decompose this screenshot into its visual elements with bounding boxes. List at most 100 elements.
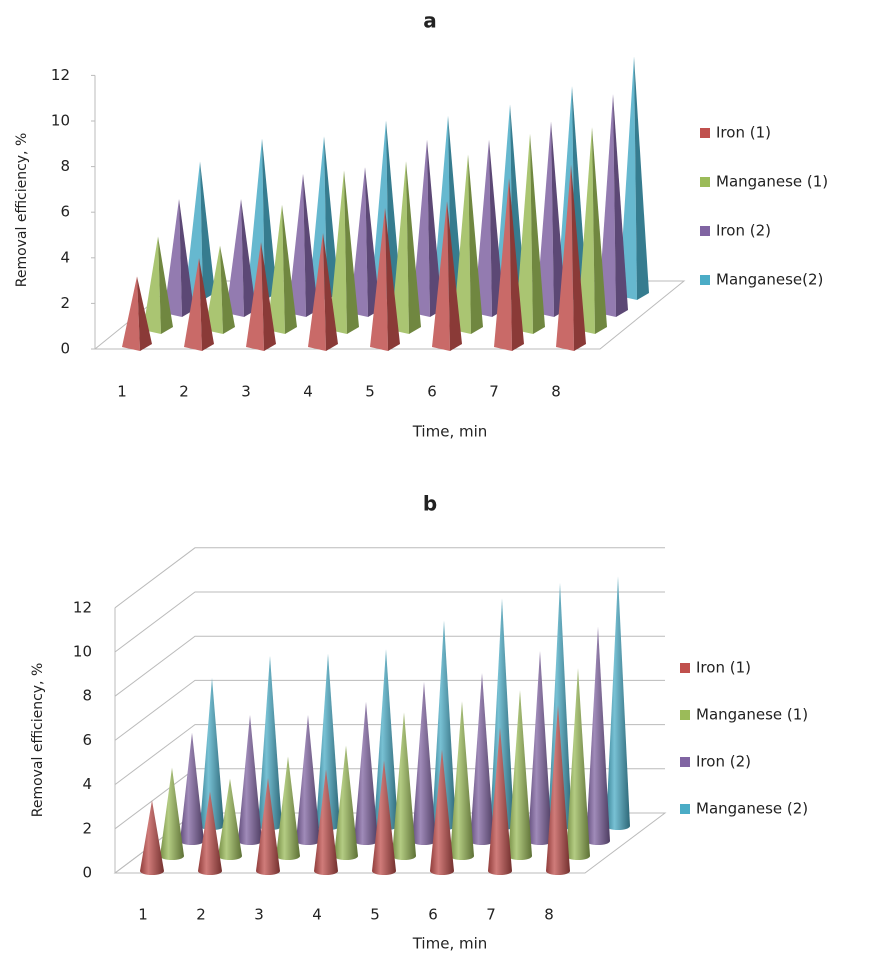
cone	[374, 649, 398, 830]
y-tick-label: 0	[82, 864, 92, 882]
pyramid-face	[474, 139, 492, 317]
pyramid-face	[536, 121, 554, 317]
cone	[432, 620, 456, 830]
x-tick-label: 3	[254, 906, 264, 924]
pyramid-face	[220, 245, 235, 334]
pyramid-face	[447, 201, 462, 351]
pyramid-face	[489, 139, 504, 317]
legend-swatch	[700, 275, 710, 285]
pyramid-face	[324, 136, 339, 300]
pyramid-face	[199, 258, 214, 351]
x-tick-label: 7	[489, 383, 499, 401]
pyramid-face	[329, 170, 347, 334]
legend-swatch	[700, 226, 710, 236]
y-tick-label: 6	[82, 731, 92, 749]
pyramid-face	[158, 236, 173, 334]
x-tick-label: 7	[486, 906, 496, 924]
legend-swatch	[700, 128, 710, 138]
grid-line	[114, 591, 665, 653]
y-tick-label: 0	[60, 340, 70, 358]
pyramid-face	[241, 199, 256, 317]
pyramid-face	[571, 164, 586, 351]
cone	[490, 598, 514, 830]
cone	[198, 791, 222, 875]
cone	[276, 756, 300, 860]
x-tick-label: 8	[544, 906, 554, 924]
pyramid-face	[598, 94, 616, 318]
x-tick-label: 6	[427, 383, 437, 401]
cone	[160, 767, 184, 860]
cone	[218, 778, 242, 860]
legend-label: Manganese (1)	[696, 706, 808, 724]
pyramid-face	[453, 154, 471, 334]
legend-label: Iron (1)	[716, 124, 771, 142]
grid-line	[114, 635, 665, 697]
chart-title: b	[423, 492, 437, 516]
y-tick-label: 8	[60, 157, 70, 175]
legend-swatch	[680, 663, 690, 673]
cone	[606, 576, 630, 830]
chart-title: a	[423, 9, 437, 33]
y-tick-label: 4	[82, 775, 92, 793]
legend-label: Iron (1)	[696, 659, 751, 677]
chart: a Time, min Removal efficiency, % 0 2 4 6 8 10 12…	[14, 9, 828, 441]
x-tick-label: 2	[196, 906, 206, 924]
pyramid-face	[143, 236, 161, 334]
pyramid-face	[179, 199, 194, 317]
pyramid-face	[323, 233, 338, 351]
pyramid-face	[530, 133, 545, 334]
pyramid-face	[515, 133, 533, 334]
cone	[256, 778, 280, 875]
pyramid-face	[200, 161, 215, 300]
pyramid-face	[184, 258, 202, 351]
pyramid-face	[494, 178, 512, 351]
legend-swatch	[680, 710, 690, 720]
cone	[296, 715, 320, 845]
pyramid-face	[370, 207, 388, 351]
pyramid-face	[412, 139, 430, 317]
legend-swatch	[680, 757, 690, 767]
pyramid-face	[432, 201, 450, 351]
x-tick-label: 5	[365, 383, 375, 401]
y-axis-label: Removal efficiency, %	[14, 133, 30, 288]
x-tick-label: 6	[428, 906, 438, 924]
cone	[372, 760, 396, 875]
marks	[122, 56, 649, 351]
pyramid-face	[613, 94, 628, 318]
pyramid-face	[303, 173, 318, 317]
pyramid-face	[308, 233, 326, 351]
cone	[392, 712, 416, 860]
pyramid-face	[577, 127, 595, 334]
pyramid-face	[164, 199, 182, 317]
cone	[200, 677, 224, 830]
pyramid-face	[205, 245, 223, 334]
pyramid-face	[509, 178, 524, 351]
pyramid-face	[226, 199, 244, 317]
pyramid-face	[619, 56, 637, 300]
y-tick-label: 10	[51, 112, 70, 130]
y-tick-label: 6	[60, 203, 70, 221]
cone	[566, 668, 590, 860]
y-tick-label: 4	[60, 248, 70, 266]
y-tick-label: 12	[51, 66, 70, 84]
pyramid-face	[551, 121, 566, 317]
x-tick-label: 4	[312, 906, 322, 924]
cone	[258, 655, 282, 830]
cone	[528, 650, 552, 845]
pyramid-face	[592, 127, 607, 334]
legend-label: Manganese(2)	[716, 271, 823, 289]
pyramid-face	[556, 164, 574, 351]
cone	[180, 732, 204, 845]
x-tick-label: 2	[179, 383, 189, 401]
cone	[470, 673, 494, 845]
y-tick-label: 2	[60, 294, 70, 312]
pyramid-face	[246, 242, 264, 351]
x-axis-label: Time, min	[412, 423, 488, 441]
pyramid-face	[122, 276, 140, 351]
pyramid-face	[288, 173, 306, 317]
cone	[316, 653, 340, 830]
pyramid-face	[262, 138, 277, 300]
pyramid-face	[344, 170, 359, 334]
pyramid-face	[350, 167, 368, 317]
